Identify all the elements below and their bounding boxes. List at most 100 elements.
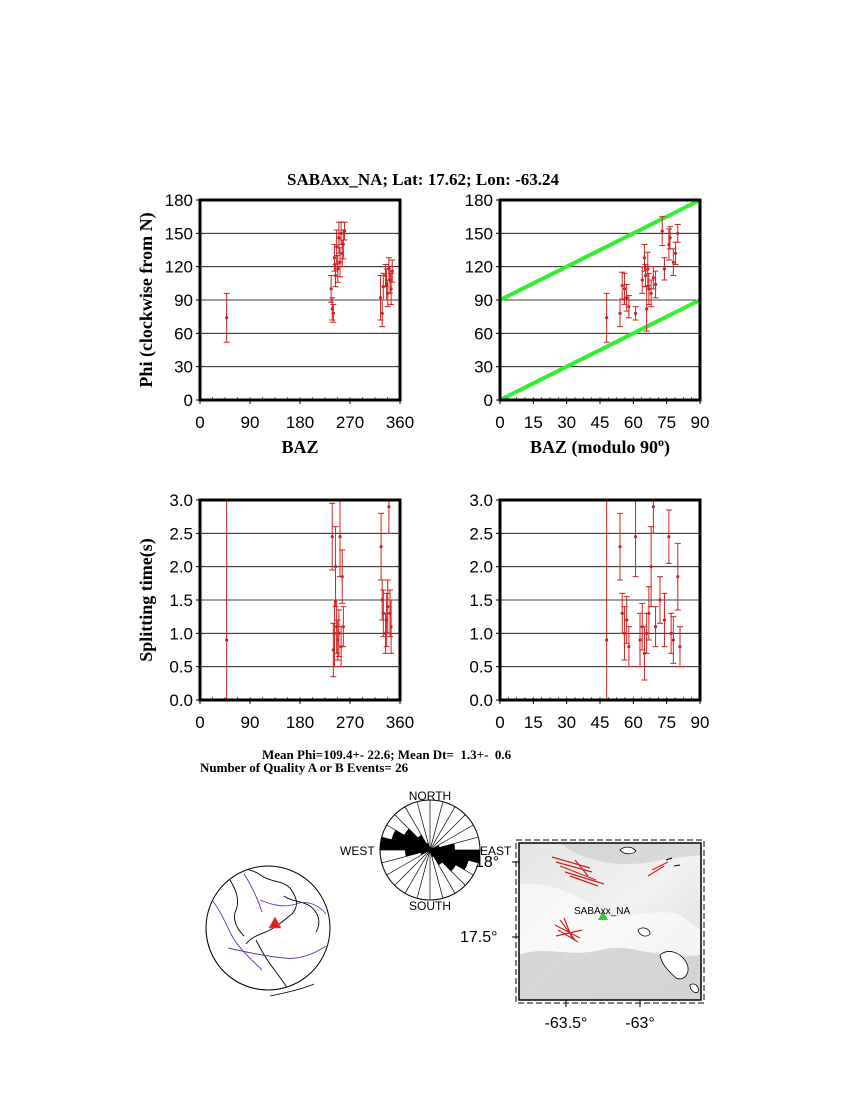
y-tick-label: 2.0 — [469, 558, 493, 577]
data-point — [642, 256, 647, 260]
x-tick-label: 15 — [524, 713, 543, 732]
data-point — [340, 575, 344, 579]
data-point — [640, 278, 644, 282]
x-tick-label: 15 — [524, 413, 543, 432]
ylabel-dt: Splitting time(s) — [136, 538, 157, 662]
y-tick-label: 1.0 — [469, 624, 493, 643]
rose-spoke — [429, 849, 444, 899]
data-point — [620, 611, 624, 615]
map-xlabel-635: -63.5° — [545, 1015, 588, 1032]
rose-spoke — [429, 801, 444, 851]
x-tick-label: 0 — [495, 713, 504, 732]
data-point — [662, 618, 667, 622]
xlabel-suffix: ) — [664, 437, 670, 458]
panel-dt-baz: 0.0 0.5 1.0 1.5 2.0 2.5 3.0 0 90 180 270 360 — [169, 491, 414, 732]
data-point — [643, 273, 648, 278]
plot-frame — [198, 498, 402, 702]
panel-phi-baz: 0 30 60 90 120 150 180 0 90 180 270 360 — [165, 191, 415, 432]
ylabel-phi: Phi (clockwise from N) — [136, 212, 157, 387]
y-tick-label: 180 — [165, 191, 193, 210]
rose-east-label: EAST — [480, 844, 512, 858]
data-point — [673, 251, 678, 255]
data-point — [333, 565, 338, 569]
data-point — [676, 231, 680, 235]
data-point — [342, 229, 347, 233]
data-point — [646, 267, 650, 271]
rose-petal — [430, 850, 480, 863]
xlabel-baz: BAZ — [281, 437, 318, 457]
data-point — [329, 287, 333, 291]
stats-mean: Mean Phi=109.4+- 22.6; Mean Dt= 1.3+- 0.… — [262, 747, 512, 762]
x-tick-label: 75 — [657, 713, 676, 732]
data-point — [605, 316, 609, 320]
data-point — [667, 535, 671, 539]
x-tick-label: 45 — [591, 713, 610, 732]
rose-spoke — [404, 849, 431, 894]
map-station-label: SABAxx_NA — [574, 906, 630, 917]
x-tick-label: 60 — [624, 713, 643, 732]
x-tick-label: 75 — [657, 413, 676, 432]
x-tick-label: 90 — [241, 413, 260, 432]
x-tick-label: 90 — [691, 713, 710, 732]
data-point — [649, 565, 653, 569]
rose-spoke — [416, 849, 431, 899]
rose-petal — [405, 850, 430, 857]
x-tick-label: 30 — [557, 713, 576, 732]
data-point — [671, 260, 675, 264]
data-point — [378, 296, 383, 300]
x-tick-label: 0 — [195, 413, 204, 432]
data-point — [618, 311, 622, 315]
data-point — [627, 645, 631, 649]
x-tick-label: 0 — [195, 713, 204, 732]
x-tick-label: 90 — [241, 713, 260, 732]
y-tick-label: 120 — [465, 258, 493, 277]
stats-count: Number of Quality A or B Events= 26 — [200, 760, 409, 775]
data-point — [660, 229, 664, 233]
y-tick-label: 60 — [174, 324, 193, 343]
x-tick-label: 0 — [495, 413, 504, 432]
y-tick-label: 0.0 — [169, 691, 193, 710]
y-tick-label: 0 — [184, 391, 193, 410]
data-point — [627, 305, 631, 309]
data-point — [332, 631, 337, 635]
rose-petal — [430, 850, 443, 866]
y-tick-label: 30 — [174, 358, 193, 377]
data-point — [605, 638, 609, 642]
x-tick-label: 60 — [624, 413, 643, 432]
y-tick-label: 1.0 — [169, 624, 193, 643]
y-tick-label: 3.0 — [469, 491, 493, 510]
data-point — [618, 545, 622, 549]
data-point — [332, 256, 337, 260]
y-tick-label: 1.5 — [169, 591, 193, 610]
y-tick-label: 2.5 — [469, 524, 493, 543]
rose-south-label: SOUTH — [409, 899, 451, 913]
x-tick-label: 180 — [286, 713, 314, 732]
y-tick-label: 2.0 — [169, 558, 193, 577]
y-tick-label: 150 — [165, 224, 193, 243]
data-point — [638, 638, 642, 642]
x-tick-label: 45 — [591, 413, 610, 432]
rose-petal — [430, 850, 434, 858]
data-point — [622, 287, 627, 291]
data-point — [390, 269, 394, 273]
data-point — [633, 535, 638, 539]
data-point — [676, 575, 680, 579]
data-point — [380, 311, 384, 315]
data-point — [336, 267, 340, 271]
data-point — [653, 282, 658, 287]
data-point — [645, 631, 649, 635]
y-tick-label: 30 — [474, 358, 493, 377]
rose-petal — [417, 834, 430, 850]
y-tick-label: 0.5 — [469, 658, 493, 677]
data-point — [649, 291, 653, 295]
data-point — [379, 545, 383, 549]
y-tick-label: 90 — [174, 291, 193, 310]
data-point — [662, 267, 667, 271]
y-tick-label: 2.5 — [169, 524, 193, 543]
rose-petal — [420, 850, 430, 855]
x-tick-label: 270 — [336, 413, 364, 432]
x-tick-label: 180 — [286, 413, 314, 432]
rose-petal — [430, 850, 469, 870]
x-tick-label: 270 — [336, 713, 364, 732]
